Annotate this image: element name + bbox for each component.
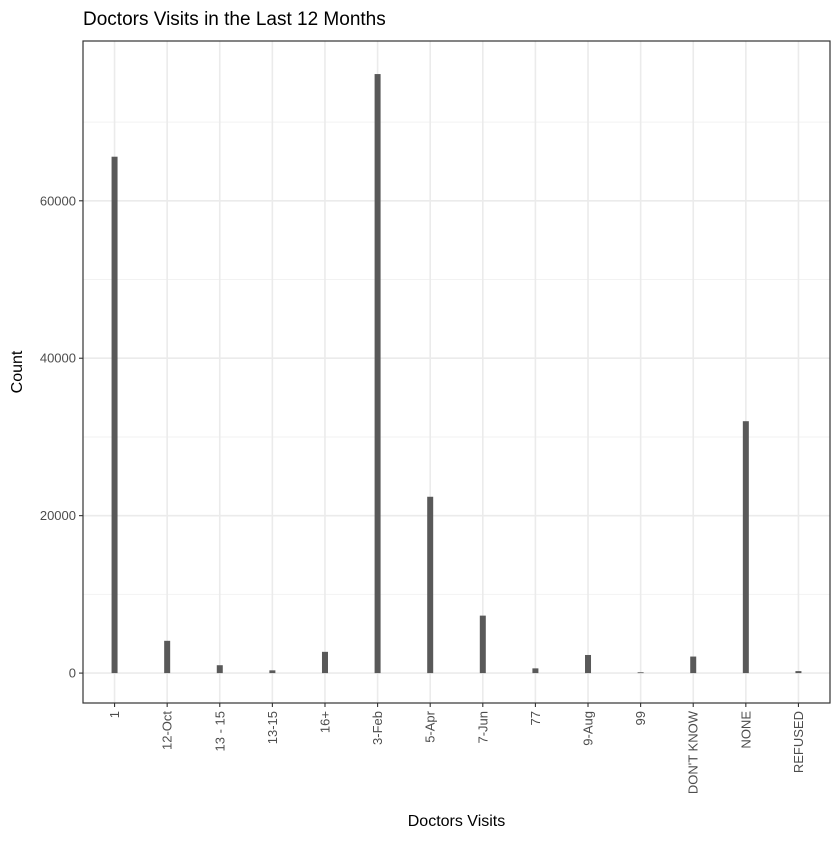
x-tick-label: 7-Jun xyxy=(475,711,490,744)
plot-border xyxy=(82,40,831,704)
x-tick-label: 1 xyxy=(107,711,122,718)
x-tick-label: 13-15 xyxy=(265,711,280,744)
bars xyxy=(111,74,802,674)
bar xyxy=(795,671,802,674)
bar xyxy=(374,74,381,674)
bar xyxy=(585,654,592,674)
bar xyxy=(321,651,328,674)
x-tick-label: DON'T KNOW xyxy=(686,710,701,794)
bar xyxy=(479,615,486,674)
x-tick-label: 5-Apr xyxy=(423,710,438,742)
bar xyxy=(690,656,697,674)
bar xyxy=(742,421,749,674)
x-tick-label: 77 xyxy=(528,711,543,725)
y-tick-label: 20000 xyxy=(40,508,76,523)
bar xyxy=(637,672,644,674)
bar xyxy=(427,496,434,674)
y-tick-label: 40000 xyxy=(40,351,76,366)
bar xyxy=(216,665,223,674)
y-tick-label: 60000 xyxy=(40,193,76,208)
grid xyxy=(83,41,830,703)
y-tick-label: 0 xyxy=(69,666,76,681)
x-tick-label: 3-Feb xyxy=(370,711,385,745)
x-tick-label: 13 - 15 xyxy=(212,711,227,751)
x-tick-label: 9-Aug xyxy=(581,711,596,746)
bar xyxy=(532,668,539,674)
x-tick-label: REFUSED xyxy=(791,711,806,773)
bar xyxy=(164,640,171,674)
bar xyxy=(111,156,118,674)
x-tick-label: 99 xyxy=(633,711,648,725)
y-axis-label: Count xyxy=(9,350,26,393)
x-axis-label: Doctors Visits xyxy=(408,813,506,830)
x-tick-label: NONE xyxy=(738,711,753,749)
x-tick-label: 16+ xyxy=(317,711,332,733)
x-axis: 1 12-Oct 13 - 15 13-15 16+ 3-Feb 5-Apr 7-Jun 77 9… xyxy=(107,703,806,794)
bar xyxy=(269,670,276,674)
chart-title: Doctors Visits in the Last 12 Months xyxy=(83,9,386,30)
y-axis: 0 20000 40000 60000 xyxy=(40,193,83,681)
x-tick-label: 12-Oct xyxy=(160,711,175,750)
